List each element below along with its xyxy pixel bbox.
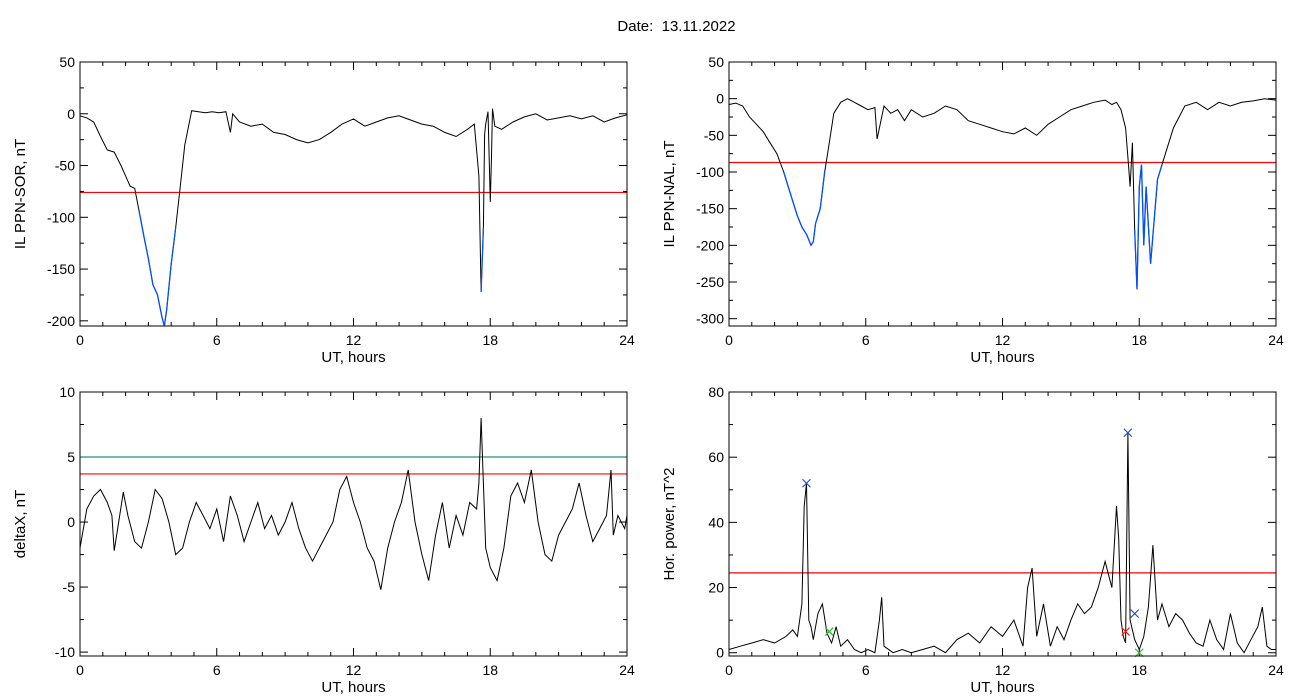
y-tick-label: -150 (47, 261, 75, 277)
x-marker (1123, 428, 1133, 438)
y-axis-label: IL PPN-NAL, nT (661, 141, 678, 248)
x-marker (802, 478, 811, 488)
y-tick-label: 0 (716, 645, 724, 661)
x-tick-label: 6 (862, 662, 870, 678)
x-tick-label: 6 (862, 332, 870, 348)
x-marker (1130, 609, 1140, 619)
chart-panel-3: 0 6 12 18 24 10 5 0 -5 -10 UT, hours deltaX, nT (12, 384, 635, 696)
plot-frame (728, 391, 1277, 657)
y-tick-label: -150 (696, 201, 724, 217)
y-tick-label: 0 (67, 106, 75, 122)
x-axis-label: UT, hours (321, 349, 385, 366)
date-title: Date: 13.11.2022 (617, 18, 736, 35)
x-tick-label: 12 (346, 332, 362, 348)
y-tick-label: -50 (704, 127, 724, 143)
x-marker (1121, 627, 1130, 636)
x-tick-label: 12 (346, 662, 362, 678)
y-tick-label: -10 (55, 644, 75, 660)
x-tick-label: 24 (1268, 662, 1284, 678)
y-tick-label: 10 (59, 384, 75, 400)
y-tick-label: -300 (696, 311, 724, 327)
x-tick-label: 0 (725, 332, 733, 348)
chart-panel-1: 0 6 12 18 24 50 0 -50 -100 -150 -200 UT, hours IL PP… (12, 54, 635, 366)
x-tick-label: 6 (213, 332, 221, 348)
x-tick-label: 18 (1131, 662, 1147, 678)
x-tick-label: 0 (76, 332, 84, 348)
y-tick-label: -50 (55, 158, 75, 174)
x-tick-label: 24 (619, 332, 635, 348)
x-tick-label: 6 (213, 662, 221, 678)
y-tick-label: 50 (708, 54, 724, 70)
x-axis-label: UT, hours (970, 349, 1034, 366)
x-tick-label: 24 (619, 662, 635, 678)
y-tick-label: -100 (47, 209, 75, 225)
x-tick-label: 0 (725, 662, 733, 678)
y-tick-label: 0 (67, 514, 75, 530)
y-tick-label: -250 (696, 274, 724, 290)
y-tick-label: 0 (716, 91, 724, 107)
y-tick-label: 80 (708, 384, 724, 400)
x-tick-label: 24 (1268, 332, 1284, 348)
y-axis-label: Hor. power, nT^2 (661, 468, 678, 581)
x-tick-label: 0 (76, 662, 84, 678)
y-tick-label: -100 (696, 164, 724, 180)
chart-panel-4: 0 6 12 18 24 80 60 40 20 0 UT, hours Hor. power, nT… (661, 384, 1284, 696)
plot-frame (728, 61, 1277, 327)
x-axis-label: UT, hours (321, 679, 385, 696)
y-tick-label: 5 (67, 449, 75, 465)
x-axis-label: UT, hours (970, 679, 1034, 696)
x-tick-label: 18 (1131, 332, 1147, 348)
x-tick-label: 18 (482, 332, 498, 348)
y-tick-label: 50 (59, 54, 75, 70)
series-line-1 (728, 98, 1277, 290)
series-line-1 (79, 417, 628, 590)
y-tick-label: 40 (708, 514, 724, 530)
y-axis-label: deltaX, nT (12, 490, 29, 558)
plot-frame (79, 61, 628, 327)
chart-panel-2: 0 6 12 18 24 50 0 -50 -100 -150 -200 -250 -300 UT, ho… (661, 54, 1284, 366)
x-marker (1134, 648, 1144, 658)
y-tick-label: -5 (63, 579, 76, 595)
x-tick-label: 12 (995, 332, 1011, 348)
y-tick-label: -200 (696, 237, 724, 253)
y-tick-label: -200 (47, 313, 75, 329)
y-axis-label: IL PPN-SOR, nT (12, 139, 29, 249)
highlight-segment (138, 211, 485, 327)
highlight-segment (783, 164, 1163, 290)
series-line-1 (79, 108, 628, 327)
series-line-1 (728, 432, 1276, 654)
y-tick-label: 20 (708, 580, 724, 596)
x-tick-label: 12 (995, 662, 1011, 678)
plot-frame (79, 391, 628, 657)
y-tick-label: 60 (708, 449, 724, 465)
x-tick-label: 18 (482, 662, 498, 678)
x-marker (824, 627, 834, 636)
